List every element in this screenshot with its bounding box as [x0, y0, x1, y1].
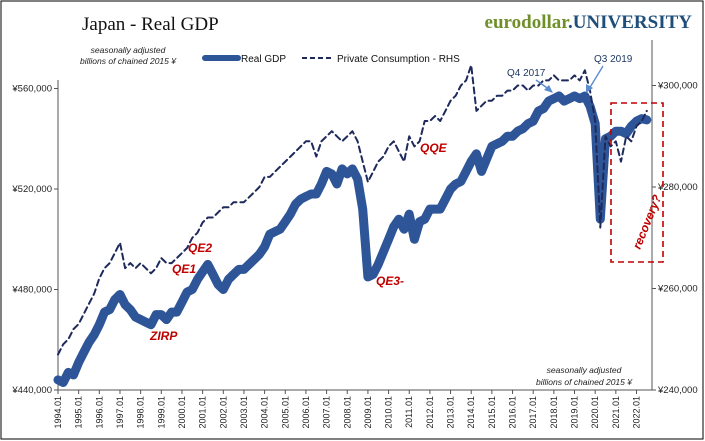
- right-y-tick-label: ¥260,000: [657, 284, 698, 295]
- brand-logo: eurodollar.UNIVERSITY: [485, 12, 693, 33]
- chart-title: Japan - Real GDP: [82, 14, 219, 35]
- note-top-left-line2: billions of chained 2015 ¥: [80, 56, 177, 66]
- right-y-tick-label: ¥300,000: [657, 81, 698, 92]
- x-tick-label: 2009.01: [363, 396, 373, 429]
- left-y-tick-label: ¥440,000: [11, 385, 52, 396]
- x-tick-label: 2005.01: [280, 396, 290, 429]
- x-tick-label: 2011.01: [404, 396, 414, 428]
- brand-dot: .: [568, 12, 573, 33]
- x-ticks: 1994.01 1995.01 1996.01 1997.01 1998.01 1999.…: [53, 390, 642, 429]
- x-tick-label: 2019.01: [570, 396, 580, 429]
- annotation-qqe: QQE: [420, 141, 448, 155]
- arrowhead-q4-2017: [544, 85, 553, 93]
- x-tick-label: 2000.01: [177, 396, 187, 429]
- x-tick-label: 2014.01: [466, 396, 476, 429]
- x-tick-label: 2001.01: [198, 396, 208, 429]
- recovery-highlight-box: [610, 102, 664, 263]
- x-tick-label: 1999.01: [156, 396, 166, 429]
- x-tick-label: 2015.01: [487, 396, 497, 429]
- x-tick-label: 2022.01: [632, 396, 642, 429]
- x-tick-label: 1996.01: [94, 396, 104, 429]
- x-tick-label: 1997.01: [115, 396, 125, 429]
- x-tick-label: 2006.01: [301, 396, 311, 429]
- arrowhead-q3-2019: [586, 84, 593, 93]
- x-tick-label: 2021.01: [611, 396, 621, 429]
- x-tick-label: 1998.01: [136, 396, 146, 429]
- legend: Real GDP Private Consumption - RHS: [202, 54, 460, 65]
- left-y-tick-label: ¥560,000: [11, 84, 52, 95]
- x-tick-label: 2012.01: [425, 396, 435, 429]
- x-tick-label: 1995.01: [74, 396, 84, 429]
- series-layer: [53, 64, 652, 387]
- annotation-q3-2019: Q3 2019: [594, 54, 633, 65]
- x-tick-label: 2016.01: [508, 396, 518, 429]
- legend-label-real-gdp: Real GDP: [241, 54, 286, 65]
- x-tick-label: 2002.01: [218, 396, 228, 429]
- x-tick-label: 2008.01: [342, 396, 352, 429]
- x-tick-label: 2003.01: [239, 396, 249, 429]
- annotation-q4-2017: Q4 2017: [507, 68, 546, 79]
- right-y-tick-label: ¥240,000: [657, 385, 698, 396]
- arrow-q3-2019: [588, 65, 604, 90]
- x-tick-label: 2018.01: [549, 396, 559, 429]
- annotation-zirp: ZIRP: [149, 329, 178, 343]
- left-y-tick-label: ¥520,000: [11, 184, 52, 195]
- right-y-ticks: ¥240,000¥260,000¥280,000¥300,000¥320,000: [652, 81, 698, 396]
- left-y-tick-label: ¥480,000: [11, 285, 52, 296]
- brand-suffix: UNIVERSITY: [573, 12, 693, 33]
- brand-prefix: eurodollar: [485, 12, 571, 33]
- left-y-ticks: ¥440,000 ¥480,000 ¥520,000 ¥560,000: [11, 84, 58, 396]
- x-tick-label: 1994.01: [53, 396, 63, 429]
- note-bottom-right-line1: seasonally adjusted: [547, 365, 622, 375]
- x-tick-label: 2020.01: [590, 396, 600, 429]
- note-top-left-line1: seasonally adjusted: [91, 45, 166, 55]
- annotation-qe2: QE2: [188, 241, 212, 255]
- x-tick-label: 2010.01: [384, 396, 394, 429]
- x-tick-label: 2013.01: [446, 396, 456, 429]
- legend-label-private-consumption: Private Consumption - RHS: [337, 54, 460, 65]
- x-tick-label: 2007.01: [322, 396, 332, 429]
- series-line-real-gdp: [53, 91, 652, 387]
- x-tick-label: 2004.01: [260, 396, 270, 429]
- annotation-qe3: QE3-: [376, 274, 404, 288]
- series-line-private-consumption: [57, 64, 648, 356]
- note-bottom-right-line2: billions of chained 2015 ¥: [536, 377, 633, 387]
- x-tick-label: 2017.01: [528, 396, 538, 429]
- annotation-qe1: QE1: [172, 262, 196, 276]
- right-y-tick-label: ¥280,000: [657, 182, 698, 193]
